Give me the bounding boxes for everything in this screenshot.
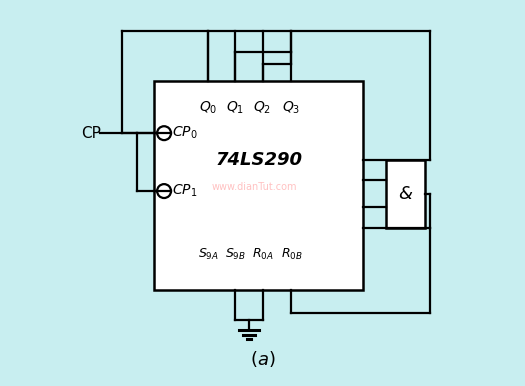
Text: www.dianTut.com: www.dianTut.com xyxy=(212,182,298,192)
Text: $R_{0B}$: $R_{0B}$ xyxy=(280,247,302,262)
Text: $(a)$: $(a)$ xyxy=(250,349,275,369)
Text: $Q_0$: $Q_0$ xyxy=(200,100,218,116)
Text: $S_{9B}$: $S_{9B}$ xyxy=(225,247,246,262)
Text: $Q_3$: $Q_3$ xyxy=(282,100,301,116)
Text: $Q_1$: $Q_1$ xyxy=(226,100,245,116)
Text: $CP_0$: $CP_0$ xyxy=(172,125,197,141)
Text: $R_{0A}$: $R_{0A}$ xyxy=(251,247,274,262)
Text: &: & xyxy=(398,185,412,203)
Text: $S_{9A}$: $S_{9A}$ xyxy=(198,247,219,262)
Text: $CP_1$: $CP_1$ xyxy=(172,183,197,199)
Bar xyxy=(154,81,363,290)
Text: $Q_2$: $Q_2$ xyxy=(254,100,271,116)
Bar xyxy=(386,160,425,228)
Text: 74LS290: 74LS290 xyxy=(215,151,302,169)
Text: CP: CP xyxy=(81,126,101,141)
